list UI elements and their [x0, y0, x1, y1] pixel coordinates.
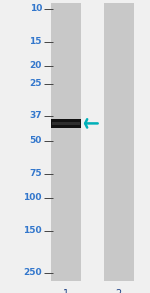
- Text: 150: 150: [23, 226, 42, 235]
- Bar: [52, 122, 80, 125]
- Text: 50: 50: [30, 136, 42, 145]
- Bar: [51, 119, 81, 127]
- Text: 2: 2: [115, 289, 122, 293]
- Text: 37: 37: [29, 112, 42, 120]
- Text: 75: 75: [29, 169, 42, 178]
- Text: 15: 15: [30, 38, 42, 46]
- Text: 10: 10: [30, 4, 42, 13]
- Bar: [103, 3, 134, 281]
- Text: 100: 100: [24, 193, 42, 202]
- Bar: [51, 3, 81, 281]
- Text: 20: 20: [30, 61, 42, 70]
- Text: 1: 1: [63, 289, 69, 293]
- Text: 25: 25: [30, 79, 42, 88]
- Text: 250: 250: [23, 268, 42, 277]
